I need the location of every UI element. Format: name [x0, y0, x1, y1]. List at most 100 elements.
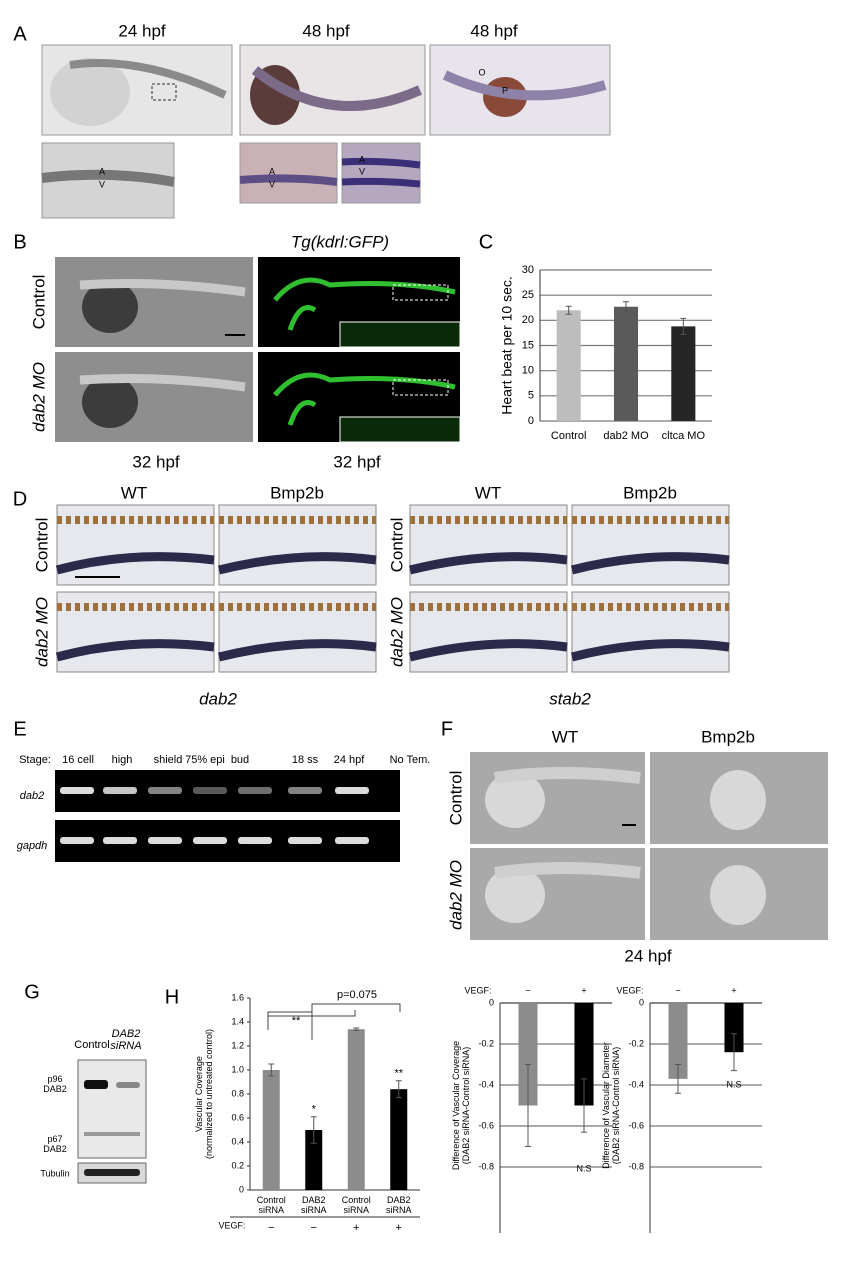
- embryo: [442, 70, 607, 101]
- annotation: N.S: [726, 1079, 741, 1089]
- stage: 18 ss: [292, 754, 319, 766]
- panel-title: 24 hpf: [118, 21, 166, 40]
- bar: [668, 1003, 688, 1079]
- bar: [574, 1003, 594, 1106]
- error-bar: [623, 301, 629, 313]
- embryo: [82, 376, 138, 428]
- annotation: A: [359, 154, 365, 164]
- column-label: WT: [552, 727, 578, 746]
- y-tick-label: -0.4: [628, 1079, 644, 1089]
- x-tick-label: +: [731, 985, 736, 995]
- y-tick-label: 0: [239, 1184, 244, 1194]
- box: [392, 379, 449, 396]
- error-bar: [525, 1064, 531, 1147]
- annotation: *: [312, 1104, 317, 1116]
- x-tick-label: −: [525, 985, 530, 995]
- y-tick-label: -0.6: [478, 1120, 494, 1130]
- band-label: p67 DAB2: [43, 1134, 67, 1154]
- column-label: Bmp2b: [701, 727, 755, 746]
- band-label: Tubulin: [40, 1168, 69, 1178]
- row-label: dab2 MO: [29, 362, 48, 432]
- row-label: dab2 MO: [32, 597, 51, 667]
- panel-title: 48 hpf: [470, 21, 518, 40]
- x-tick-label: dab2 MO: [603, 430, 649, 442]
- panel-label: A: [13, 23, 27, 45]
- y-tick-label: 0: [639, 997, 644, 1007]
- stage: shield: [154, 754, 183, 766]
- panel-label: H: [165, 986, 179, 1008]
- blot: [77, 1059, 147, 1159]
- stage: 16 cell: [62, 754, 94, 766]
- lane-label: Control: [74, 1039, 109, 1051]
- x-tick-label: Control siRNA: [257, 1195, 286, 1215]
- bar: [671, 326, 696, 421]
- x-tick-label: Control siRNA: [342, 1195, 371, 1215]
- panel-title: 48 hpf: [302, 21, 350, 40]
- x-tick-label: Control: [551, 430, 586, 442]
- y-tick-label: 0.8: [231, 1088, 244, 1098]
- column-label: WT: [475, 483, 501, 502]
- error-bar: [395, 1080, 402, 1099]
- lane-label: DAB2 siRNA: [110, 1028, 141, 1052]
- stage: 24 hpf: [334, 754, 366, 766]
- annotation: V: [359, 166, 365, 176]
- panel-title: Tg(kdrl:GFP): [291, 232, 389, 251]
- band: [84, 1132, 140, 1136]
- panel-label: D: [13, 488, 27, 510]
- panel-label: G: [24, 981, 40, 1003]
- annotation: A: [99, 166, 105, 176]
- y-tick-label: 1.4: [231, 1016, 244, 1026]
- bar: [518, 1003, 538, 1106]
- footer: 32 hpf: [333, 452, 381, 471]
- y-tick-label: 0: [489, 997, 494, 1007]
- x-tick-label: −: [675, 985, 680, 995]
- inset: [339, 416, 461, 443]
- gene-label: dab2: [199, 689, 237, 708]
- stage: 75% epi: [185, 754, 225, 766]
- bar: [724, 1003, 744, 1053]
- embryo: [69, 59, 227, 99]
- x-tick-label: DAB2 siRNA: [301, 1195, 327, 1215]
- y-tick-label: 1.6: [231, 992, 244, 1002]
- stage-label: Stage:: [19, 754, 51, 766]
- x-tick-label: +: [581, 985, 586, 995]
- stage: high: [112, 754, 133, 766]
- bar: [347, 1029, 365, 1190]
- bar: [556, 310, 581, 421]
- bar: [305, 1130, 323, 1190]
- gel-bands: [60, 787, 369, 844]
- gene-label: stab2: [549, 689, 591, 708]
- band: [84, 1169, 140, 1176]
- y-tick-label: -0.8: [478, 1161, 494, 1171]
- bar: [613, 306, 639, 421]
- x-axis-label: VEGF:: [464, 985, 491, 995]
- x-axis-label: VEGF:: [616, 985, 643, 995]
- footer: 24 hpf: [624, 946, 672, 965]
- y-tick-label: 0.6: [231, 1112, 244, 1122]
- gene-label: gapdh: [17, 840, 48, 852]
- y-tick-label: 25: [522, 289, 534, 301]
- vegf-sign: −: [311, 1222, 317, 1234]
- band-label: p96 DAB2: [43, 1074, 67, 1094]
- x-tick-label: cltca MO: [662, 430, 706, 442]
- panel-label: B: [13, 231, 26, 253]
- embryo: [50, 58, 130, 126]
- inset: [339, 321, 461, 348]
- y-tick-label: -0.8: [628, 1161, 644, 1171]
- column-label: WT: [121, 483, 147, 502]
- y-tick-label: 0.2: [231, 1160, 244, 1170]
- panel-label: C: [479, 231, 493, 253]
- vegf-sign: +: [396, 1222, 402, 1234]
- y-tick-label: 0: [528, 415, 534, 427]
- column-label: Bmp2b: [270, 483, 324, 502]
- column-label: Bmp2b: [623, 483, 677, 502]
- footer: 32 hpf: [132, 452, 180, 471]
- bracket: [267, 1003, 401, 1040]
- vessel: [41, 169, 175, 187]
- y-axis-label: Difference of Vascular Coverage(DAB2 siR…: [451, 1041, 471, 1170]
- y-tick-label: 20: [522, 314, 534, 326]
- x-axis-label: VEGF:: [218, 1220, 245, 1230]
- annotation: V: [99, 179, 105, 189]
- stage: No Tem.: [390, 754, 431, 766]
- annotation: A: [269, 166, 275, 176]
